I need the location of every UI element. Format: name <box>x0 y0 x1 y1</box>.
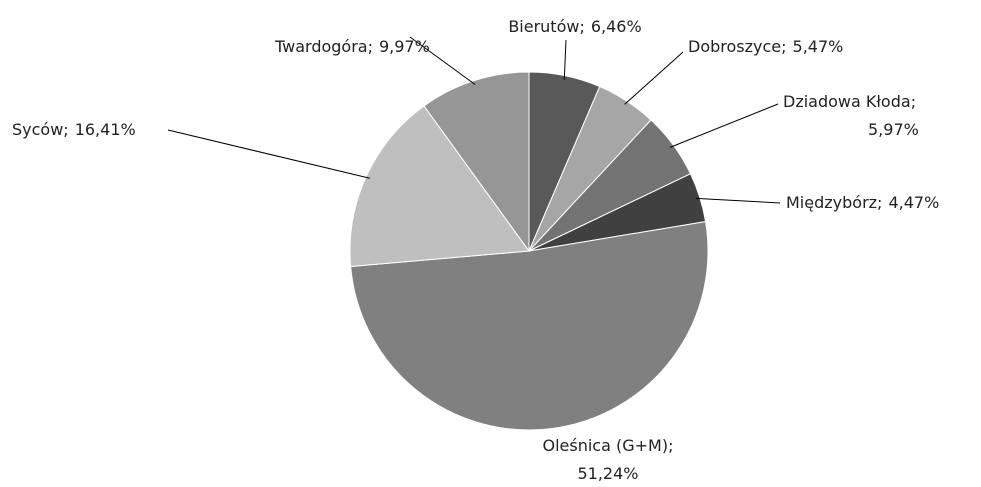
data-label: Syców; 16,41% <box>12 120 136 139</box>
label-separator: ; <box>781 37 786 56</box>
leader-line <box>167 129 370 179</box>
label-category: Twardogóra <box>274 37 368 56</box>
label-value: 51,24% <box>577 464 638 483</box>
pie-slice <box>350 221 709 431</box>
label-category: Bierutów <box>508 17 579 36</box>
label-value: 5,47% <box>793 37 844 56</box>
leader-line <box>669 103 779 148</box>
label-category: Oleśnica (G+M) <box>543 436 669 455</box>
label-value: 6,46% <box>591 17 642 36</box>
leader-line <box>695 197 781 204</box>
label-separator: ; <box>911 92 916 111</box>
data-label: Dobroszyce; 5,47% <box>688 37 843 56</box>
label-separator: ; <box>668 436 673 455</box>
leader-line <box>624 51 684 105</box>
data-label: Międzybórz; 4,47% <box>786 193 939 212</box>
label-category: Międzybórz <box>786 193 877 212</box>
pie-slice <box>349 105 530 268</box>
label-category: Dobroszyce <box>688 37 781 56</box>
label-value: 16,41% <box>75 120 136 139</box>
label-separator: ; <box>63 120 68 139</box>
leader-line <box>563 39 567 80</box>
data-label: Dziadowa Kłoda; 5,97% <box>783 92 919 139</box>
label-separator: ; <box>579 17 584 36</box>
label-category: Dziadowa Kłoda <box>783 92 911 111</box>
label-separator: ; <box>368 37 373 56</box>
label-category: Syców <box>12 120 63 139</box>
data-label: Bierutów; 6,46% <box>508 17 641 36</box>
leader-line <box>409 36 476 85</box>
label-value: 9,97% <box>379 37 430 56</box>
data-label: Twardogóra; 9,97% <box>274 37 430 56</box>
label-separator: ; <box>877 193 882 212</box>
data-label: Oleśnica (G+M); 51,24% <box>543 436 674 483</box>
pie-slice <box>423 71 530 253</box>
label-value: 4,47% <box>888 193 939 212</box>
label-value: 5,97% <box>868 120 919 139</box>
